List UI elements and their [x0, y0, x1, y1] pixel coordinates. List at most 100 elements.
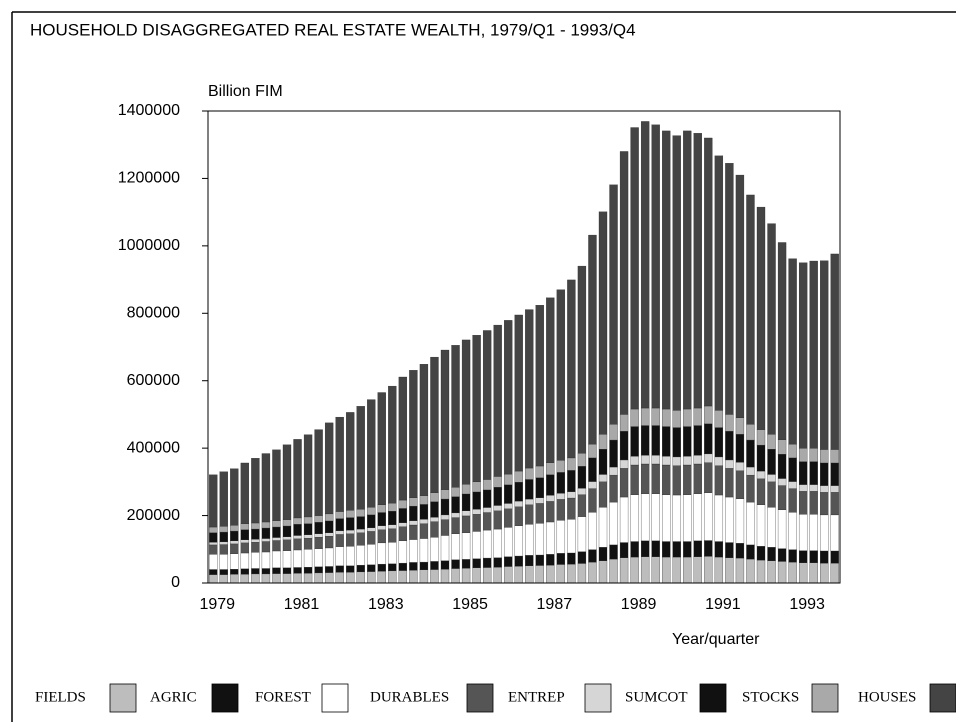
bar-segment [430, 536, 439, 562]
bar-segment [704, 423, 713, 455]
bar-segment [809, 491, 818, 515]
bar-segment [409, 570, 418, 584]
bar-segment [493, 505, 502, 512]
bar-segment [261, 568, 271, 575]
bar-segment [609, 424, 618, 441]
legend-swatch [584, 683, 612, 713]
bar-segment [704, 540, 713, 557]
bar-segment [377, 542, 386, 565]
bar-segment [451, 345, 460, 488]
bar-segment [451, 568, 460, 584]
bar-segment [830, 449, 839, 464]
bar-segment [725, 459, 734, 469]
bar-segment [525, 504, 534, 525]
bar-segment [230, 530, 239, 542]
bar-segment [504, 508, 513, 528]
bar-segment [335, 530, 344, 535]
bar-segment [525, 309, 534, 469]
bar-segment [335, 546, 344, 566]
bar-segment [324, 535, 334, 549]
bar-segment [293, 538, 302, 551]
bar-segment [219, 574, 228, 584]
legend-label: AGRIC [150, 689, 197, 705]
bar-segment [324, 422, 334, 515]
bar-segment [461, 559, 471, 569]
bar-segment [419, 504, 429, 520]
legend-swatch [211, 683, 239, 713]
bar-segment [525, 565, 534, 584]
bar-segment [282, 536, 292, 540]
bar-segment [714, 410, 724, 428]
bar-segment [482, 557, 492, 568]
bar-segment [798, 562, 808, 584]
bar-segment [820, 462, 829, 486]
bar-segment [609, 184, 618, 425]
bar-segment [525, 524, 534, 556]
bar-segment [482, 479, 492, 491]
bar-segment [409, 524, 418, 540]
bar-segment [630, 127, 639, 410]
bar-segment [451, 517, 460, 534]
bar-segment [598, 211, 608, 435]
bar-segment [535, 497, 544, 504]
y-tick-label: 1000000 [118, 237, 180, 254]
bar-segment [409, 520, 418, 526]
bar-segment [219, 544, 228, 555]
bar-segment [472, 514, 481, 532]
bar-segment [493, 557, 502, 568]
bar-segment [767, 223, 776, 435]
bar-segment [388, 511, 397, 525]
bar-segment [556, 493, 566, 500]
bar-segment [472, 335, 481, 483]
bar-segment [230, 543, 239, 554]
bar-segment [598, 481, 608, 508]
bar-segment [820, 562, 829, 584]
bar-segment [303, 538, 313, 550]
bar-segment [598, 547, 608, 561]
bar-segment [777, 548, 787, 562]
bar-segment [461, 568, 471, 584]
bar-segment [324, 532, 334, 537]
bar-segment [546, 495, 555, 502]
bar-segment [672, 135, 681, 411]
bar-segment [293, 567, 302, 574]
bar-segment [567, 279, 576, 459]
bar-segment [725, 496, 734, 543]
bar-segment [567, 563, 576, 584]
bar-segment [419, 495, 429, 505]
bar-segment [461, 484, 471, 495]
bar-segment [567, 497, 576, 520]
bar-segment [367, 399, 376, 508]
x-tick-label: 1983 [368, 596, 404, 613]
bar-segment [377, 504, 386, 513]
bar-segment [398, 540, 408, 564]
bar-segment [504, 503, 513, 509]
bar-segment [303, 516, 313, 524]
bar-segment [809, 461, 818, 485]
bar-segment [662, 556, 671, 584]
bar-segment [440, 489, 450, 500]
bar-segment [514, 500, 523, 507]
bar-segment [704, 405, 713, 425]
bar-segment [820, 550, 829, 564]
bar-segment [588, 481, 597, 489]
bar-segment [282, 539, 292, 551]
bar-segment [346, 412, 355, 511]
bar-segment [535, 554, 544, 566]
bar-segment [482, 330, 492, 480]
bar-segment [598, 474, 608, 483]
legend-swatch [109, 683, 137, 713]
bar-segment [767, 434, 776, 450]
bar-segment [725, 414, 734, 432]
bar-segment [830, 492, 839, 516]
bar-segment [820, 514, 829, 552]
bar-segment [598, 449, 608, 475]
legend-swatch [466, 683, 494, 713]
bar-segment [314, 566, 323, 574]
bar-segment [409, 505, 418, 521]
bar-segment [367, 527, 376, 532]
bar-segment [293, 549, 302, 568]
bar-segment [388, 542, 397, 564]
bar-segment [409, 497, 418, 507]
bar-segment [219, 554, 228, 570]
